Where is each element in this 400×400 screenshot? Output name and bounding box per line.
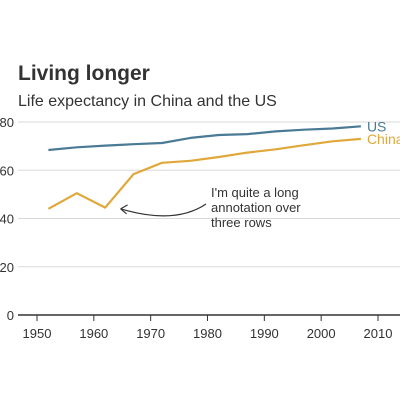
x-tick-label: 1960 — [79, 326, 108, 341]
annotation-arrow-line — [120, 203, 207, 217]
x-tick-label: 1990 — [250, 326, 279, 341]
annotation-line: three rows — [211, 215, 272, 230]
chart-subtitle: Life expectancy in China and the US — [18, 93, 277, 110]
x-tick-label: 1980 — [193, 326, 222, 341]
x-tick-label: 1950 — [23, 326, 52, 341]
y-tick-label: 20 — [0, 260, 14, 275]
axes: 0 20 40 60 80 1950 1960 1970 1980 1990 2000 2010 — [0, 115, 392, 341]
annotation: I'm quite a long annotation over three row… — [120, 185, 301, 230]
chart-title: Living longer — [18, 62, 150, 85]
y-tick-label: 80 — [0, 115, 14, 130]
annotation-line: I'm quite a long — [211, 185, 299, 200]
y-tick-label: 0 — [7, 308, 14, 323]
x-tick-label: 1970 — [136, 326, 165, 341]
gridlines — [18, 121, 400, 316]
y-tick-label: 40 — [0, 212, 14, 227]
annotation-line: annotation over — [211, 200, 301, 215]
y-tick-label: 60 — [0, 163, 14, 178]
series-lines — [47, 125, 361, 210]
series-line-us — [48, 125, 361, 152]
series-label-china: China — [367, 131, 400, 147]
annotation-text: I'm quite a long annotation over three row… — [211, 185, 301, 230]
series-line-china — [47, 137, 361, 210]
series-label-us: US — [367, 118, 386, 134]
x-tick-label: 2000 — [307, 326, 336, 341]
annotation-arrow-head — [120, 204, 128, 215]
x-tick-label: 2010 — [364, 326, 393, 341]
